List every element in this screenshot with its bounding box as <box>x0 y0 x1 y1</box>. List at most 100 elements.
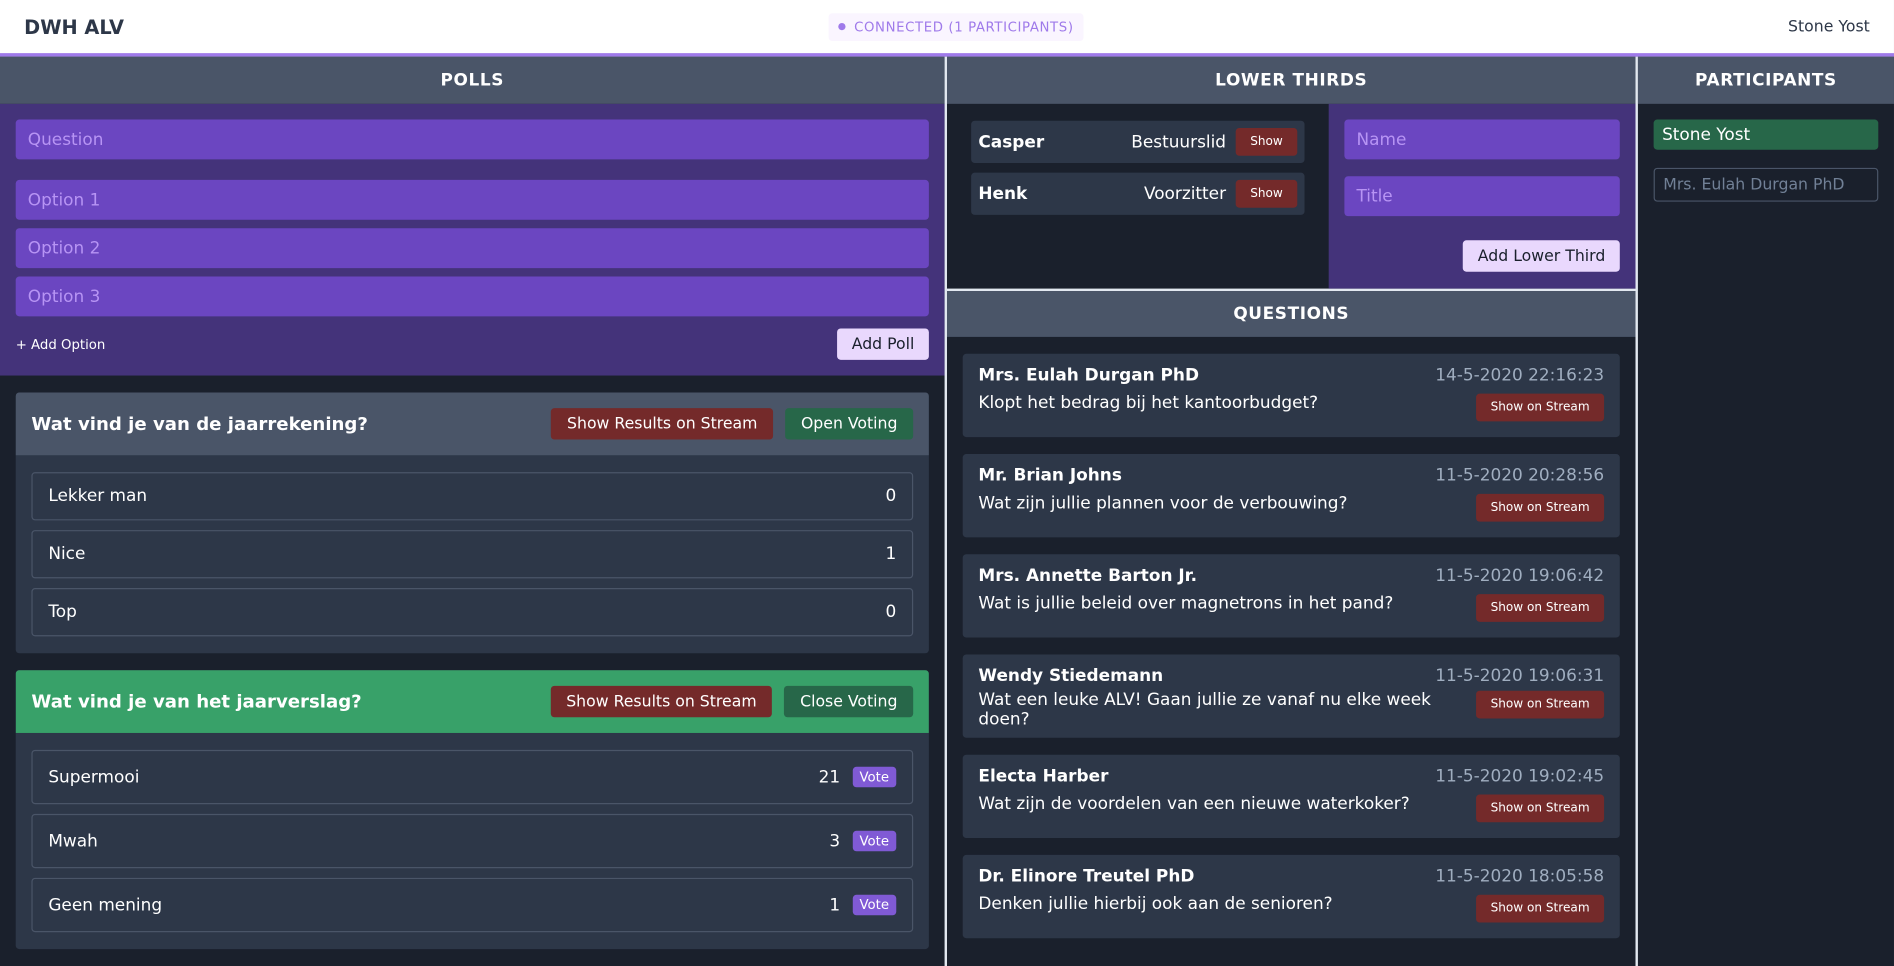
vote-count: 1 <box>829 895 841 915</box>
polls-column: POLLS Question Option 1 Option 2 Option 3 + A… <box>0 56 945 966</box>
question-text: Wat een leuke ALV! Gaan jullie ze vanaf … <box>978 690 1431 730</box>
option-label: Supermooi <box>48 767 140 787</box>
main: POLLS Question Option 1 Option 2 Option 3 + A… <box>0 56 1894 966</box>
action-cell: Show on Stream <box>1476 894 1605 926</box>
option-input[interactable]: Option 2 <box>15 228 929 269</box>
middle-column: LOWER THIRDS Casper Bestuurslid Show Henk Voo… <box>946 56 1636 966</box>
question-card: Wendy Stiedemann 11-5-2020 19:06:31 Wat ee… <box>962 654 1620 738</box>
poll-option: Lekker man 0 <box>31 472 914 521</box>
poll-option: Geen mening 1 Vote <box>31 877 914 933</box>
action-cell: Show on Stream <box>1476 794 1605 826</box>
show-results-button[interactable]: Show Results on Stream <box>550 685 773 718</box>
option-input[interactable]: Option 3 <box>15 276 929 317</box>
poll-option: Top 0 <box>31 588 914 637</box>
lower-third: Casper Bestuurslid Show <box>971 120 1305 164</box>
option-inputs: Option 1 Option 2 Option 3 <box>15 179 929 317</box>
question-input[interactable]: Question <box>15 119 929 160</box>
show-on-stream-button[interactable]: Show on Stream <box>1476 690 1605 719</box>
participant[interactable]: Stone Yost <box>1653 119 1879 150</box>
question-text: Denken jullie hierbij ook aan de seniore… <box>978 894 1333 915</box>
poll-header: Wat vind je van het jaarverslag? Show Res… <box>15 670 929 733</box>
question-date: 11-5-2020 19:06:42 <box>1435 566 1605 586</box>
vote-button[interactable]: Vote <box>852 830 897 852</box>
poll-header: Wat vind je van de jaarrekening? Show Res… <box>15 392 929 456</box>
question-list: Mrs. Eulah Durgan PhD 14-5-2020 22:16:23 K… <box>947 337 1636 955</box>
lower-third-name: Casper <box>978 132 1045 152</box>
vote-count: 21 <box>818 767 841 787</box>
poll-card: Wat vind je van het jaarverslag? Show Res… <box>15 670 929 950</box>
question-date: 11-5-2020 20:28:56 <box>1435 466 1605 486</box>
lower-third-list: Casper Bestuurslid Show Henk Voorzitter Show <box>947 104 1329 289</box>
question-text: Klopt het bedrag bij het kantoorbudget? <box>978 393 1319 413</box>
vote-count: 0 <box>885 602 897 622</box>
vote-button[interactable]: Vote <box>852 766 897 788</box>
poll-card: Wat vind je van de jaarrekening? Show Res… <box>15 392 929 654</box>
section-title: POLLS <box>0 56 945 104</box>
question-author: Dr. Elinore Treutel PhD <box>978 866 1195 887</box>
section-title: LOWER THIRDS <box>946 56 1636 104</box>
lower-third: Henk Voorzitter Show <box>971 172 1305 215</box>
option-input[interactable]: Option 1 <box>15 179 929 220</box>
option-label: Nice <box>48 544 86 564</box>
voting-toggle[interactable]: Close Voting <box>784 685 914 718</box>
question-card: Mrs. Eulah Durgan PhD 14-5-2020 22:16:23 K… <box>962 353 1620 438</box>
question-card: Dr. Elinore Treutel PhD 11-5-2020 18:05:5… <box>962 854 1620 939</box>
app-title: DWH ALV <box>24 15 124 39</box>
action-cell: Show on Stream <box>1476 690 1605 730</box>
option-label: Lekker man <box>48 486 148 506</box>
status-text: CONNECTED (1 PARTICIPANTS) <box>854 18 1074 35</box>
vote-count: 1 <box>885 544 897 564</box>
participant-input[interactable]: Mrs. Eulah Durgan PhD <box>1653 167 1879 202</box>
section-title: PARTICIPANTS <box>1637 56 1894 104</box>
add-poll-button[interactable]: Add Poll <box>837 328 929 360</box>
section-title: QUESTIONS <box>946 291 1636 337</box>
add-option[interactable]: + Add Option <box>15 336 106 352</box>
question-date: 11-5-2020 19:02:45 <box>1435 766 1605 787</box>
form-footer: + Add Option Add Poll <box>15 328 929 360</box>
poll-options: Lekker man 0 Nice 1 Top 0 <box>16 455 929 653</box>
question-text: Wat zijn jullie plannen voor de verbouwi… <box>978 493 1348 514</box>
show-on-stream-button[interactable]: Show on Stream <box>1476 794 1605 823</box>
show-button[interactable]: Show <box>1235 127 1298 156</box>
add-lower-third-button[interactable]: Add Lower Third <box>1463 240 1620 272</box>
status-dot <box>838 22 846 31</box>
name-input[interactable]: Name <box>1344 119 1620 160</box>
question-card: Mr. Brian Johns 11-5-2020 20:28:56 Wat zij… <box>962 454 1620 538</box>
vote-count: 0 <box>885 486 897 506</box>
question-author: Mr. Brian Johns <box>978 466 1122 486</box>
show-on-stream-button[interactable]: Show on Stream <box>1476 894 1605 923</box>
question-date: 11-5-2020 19:06:31 <box>1435 666 1605 686</box>
show-on-stream-button[interactable]: Show on Stream <box>1476 393 1605 422</box>
question-author: Electa Harber <box>978 766 1109 787</box>
show-on-stream-button[interactable]: Show on Stream <box>1476 493 1605 522</box>
show-on-stream-button[interactable]: Show on Stream <box>1476 594 1605 622</box>
poll-options: Supermooi 21 Vote Mwah 3 Vote Geen mening 1 Vote <box>16 733 929 949</box>
question-author: Wendy Stiedemann <box>978 666 1164 686</box>
voting-toggle[interactable]: Open Voting <box>785 408 914 440</box>
question-author: Mrs. Annette Barton Jr. <box>978 566 1198 586</box>
show-results-button[interactable]: Show Results on Stream <box>551 408 774 440</box>
lower-third-role: Bestuurslid <box>1131 132 1227 152</box>
vote-button[interactable]: Vote <box>852 894 897 916</box>
question-author: Mrs. Eulah Durgan PhD <box>978 365 1200 386</box>
option-label: Geen mening <box>48 895 163 915</box>
current-user: Stone Yost <box>1788 17 1870 36</box>
question-date: 11-5-2020 18:05:58 <box>1435 866 1605 887</box>
participant-list: Stone Yost Mrs. Eulah Durgan PhD <box>1638 104 1894 218</box>
lower-thirds: Casper Bestuurslid Show Henk Voorzitter Show N… <box>947 103 1636 289</box>
divider <box>946 288 1636 292</box>
top-bar: DWH ALV CONNECTED (1 PARTICIPANTS) Stone Y… <box>0 0 1894 57</box>
title-input[interactable]: Title <box>1344 176 1620 217</box>
lower-third-name: Henk <box>978 184 1028 204</box>
vote-count: 3 <box>829 831 841 851</box>
poll-form: Question Option 1 Option 2 Option 3 + Add Op… <box>0 103 945 376</box>
poll-question: Wat vind je van de jaarrekening? <box>31 412 368 435</box>
poll-option: Nice 1 <box>31 530 914 579</box>
question-text: Wat zijn de voordelen van een nieuwe wat… <box>978 794 1410 814</box>
question-date: 14-5-2020 22:16:23 <box>1435 365 1605 386</box>
show-button[interactable]: Show <box>1235 179 1298 208</box>
participants-column: PARTICIPANTS Stone Yost Mrs. Eulah Durgan … <box>1637 56 1894 966</box>
action-cell: Show on Stream <box>1476 594 1605 625</box>
action-cell: Show on Stream <box>1476 493 1605 525</box>
